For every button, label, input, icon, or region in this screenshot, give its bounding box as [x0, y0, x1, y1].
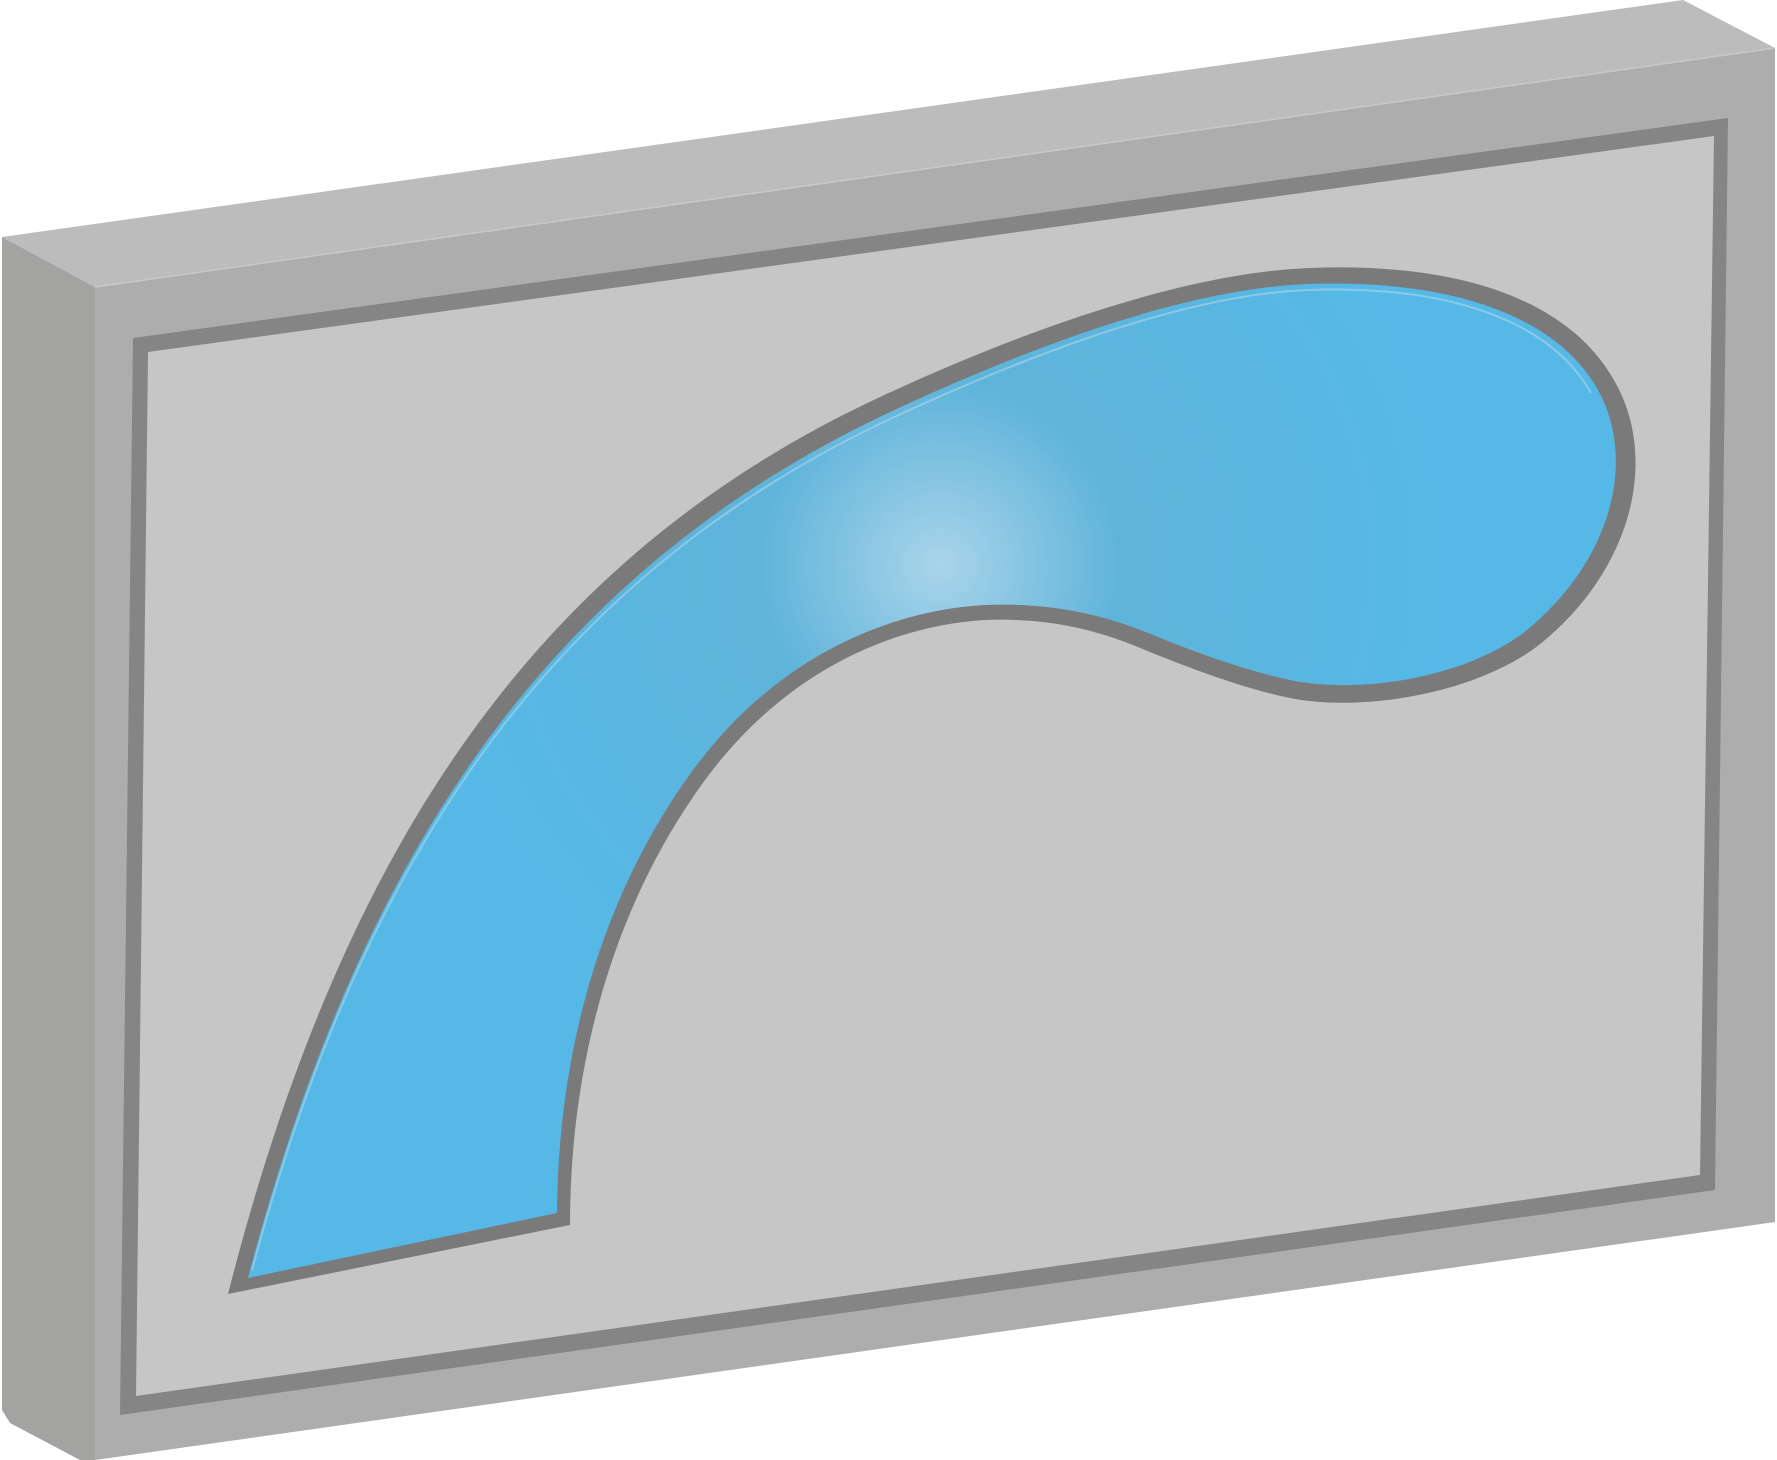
frame-left-edge	[2, 237, 95, 1460]
channel-rim	[251, 288, 1592, 1271]
frame-top-edge	[2, 0, 1775, 287]
frame-edge-highlight	[94, 47, 1776, 288]
channel-fill	[248, 283, 1616, 1278]
